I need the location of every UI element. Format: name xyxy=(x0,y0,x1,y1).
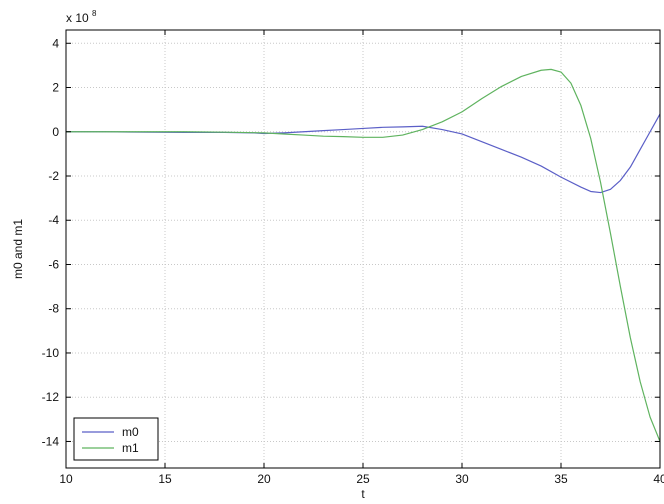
y-tick-label: 4 xyxy=(52,36,59,50)
y-axis-label: m0 and m1 xyxy=(11,219,25,279)
y-tick-label: 2 xyxy=(52,81,59,95)
legend-label-m0: m0 xyxy=(122,425,139,439)
y-tick-label: -12 xyxy=(42,390,60,404)
x-tick-label: 25 xyxy=(356,472,370,486)
x-tick-label: 30 xyxy=(455,472,469,486)
y-tick-label: -14 xyxy=(42,434,60,448)
x-tick-label: 35 xyxy=(554,472,568,486)
y-multiplier-base: x 10 xyxy=(66,11,89,25)
y-tick-label: -8 xyxy=(48,302,59,316)
series-line-m1 xyxy=(66,68,661,442)
y-tick-label: -6 xyxy=(48,257,59,271)
y-tick-label: -10 xyxy=(42,346,60,360)
x-tick-label: 40 xyxy=(653,472,664,486)
y-multiplier-label: x 10 8 xyxy=(66,9,97,25)
y-tick-label: -2 xyxy=(48,169,59,183)
y-multiplier-exponent: 8 xyxy=(92,9,97,18)
x-axis-label: t xyxy=(361,487,365,501)
series-layer xyxy=(66,68,661,442)
legend: m0 m1 xyxy=(73,417,159,461)
legend-label-m1: m1 xyxy=(122,441,139,455)
x-tick-label: 20 xyxy=(257,472,271,486)
legend-box xyxy=(73,417,159,461)
y-tick-label: -4 xyxy=(48,213,59,227)
y-tick-label: 0 xyxy=(52,125,59,139)
grid xyxy=(66,30,660,468)
x-tick-label: 10 xyxy=(59,472,73,486)
x-tick-label: 15 xyxy=(158,472,172,486)
